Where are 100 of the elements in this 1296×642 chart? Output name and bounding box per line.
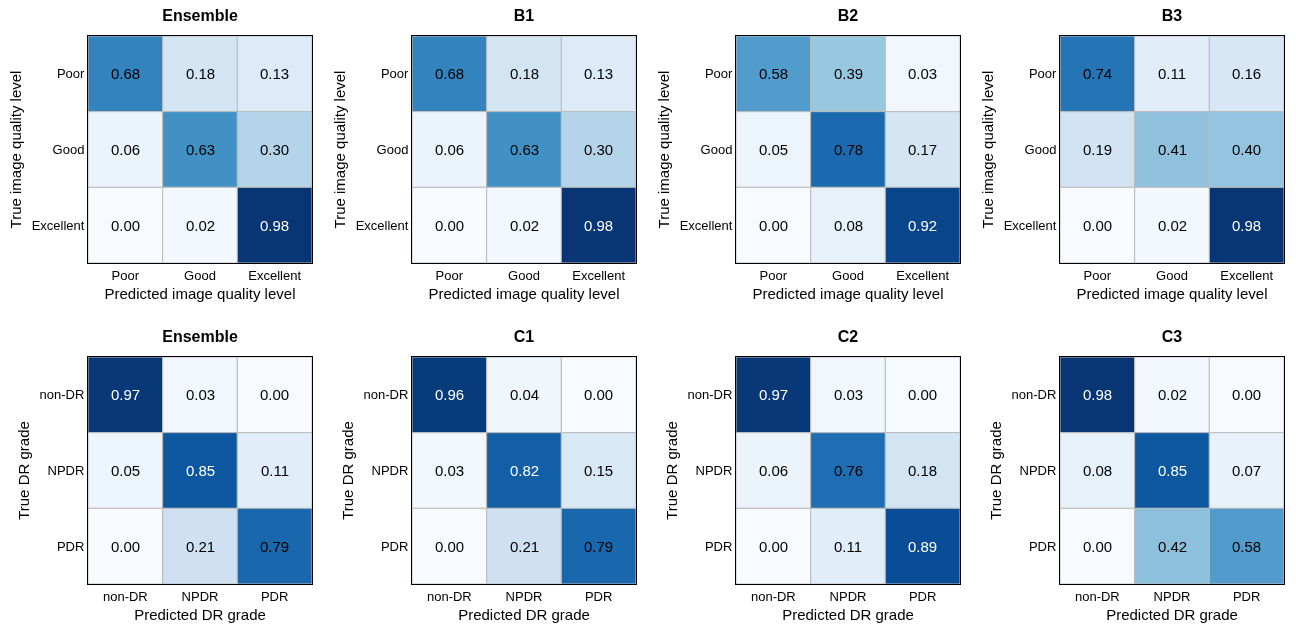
y-axis-title: True DR grade: [338, 421, 356, 520]
y-tick-label: Good: [1024, 142, 1057, 158]
y-axis-title: True image quality level: [654, 70, 672, 229]
data-label: 0.00: [584, 386, 614, 403]
data-label: 0.41: [1158, 141, 1188, 158]
data-label: 0.21: [510, 538, 540, 555]
x-axis-title: Predicted image quality level: [104, 284, 296, 302]
data-label: 0.78: [834, 141, 864, 158]
x-tick-label: Good: [1156, 267, 1188, 283]
y-tick-label: Excellent: [31, 217, 85, 233]
data-label: 0.30: [584, 141, 614, 158]
y-tick-label: Poor: [56, 66, 86, 82]
chart-title: C2: [837, 327, 859, 345]
x-tick-label: NPDR: [505, 588, 543, 604]
data-label: 0.58: [759, 65, 789, 82]
x-tick-label: NPDR: [1153, 588, 1191, 604]
data-label: 0.13: [260, 65, 290, 82]
y-tick-label: PDR: [56, 538, 85, 554]
x-axis-title: Predicted image quality level: [428, 284, 620, 302]
data-label: 0.05: [111, 462, 141, 479]
data-label: 0.00: [759, 217, 789, 234]
data-label: 0.79: [260, 538, 290, 555]
chart-title: Ensemble: [162, 327, 238, 345]
data-label: 0.68: [435, 65, 465, 82]
y-tick-label: Good: [52, 142, 85, 158]
y-tick-label: non-DR: [39, 387, 85, 403]
chart-title: B3: [1161, 6, 1183, 24]
data-label: 0.11: [834, 538, 863, 555]
x-axis-title: Predicted DR grade: [1106, 605, 1238, 623]
data-label: 0.05: [759, 141, 789, 158]
data-label: 0.03: [834, 386, 864, 403]
data-label: 0.00: [435, 217, 465, 234]
x-tick-label: Good: [184, 267, 216, 283]
y-axis-title: True image quality level: [330, 70, 348, 229]
y-tick-label: PDR: [380, 538, 409, 554]
x-axis-title: Predicted DR grade: [134, 605, 266, 623]
data-label: 0.97: [111, 386, 141, 403]
y-tick-label: non-DR: [363, 387, 409, 403]
x-tick-label: Good: [508, 267, 540, 283]
y-tick-label: non-DR: [1011, 387, 1057, 403]
data-label: 0.15: [584, 462, 614, 479]
data-label: 0.03: [908, 65, 938, 82]
data-label: 0.08: [834, 217, 864, 234]
data-label: 0.03: [435, 462, 465, 479]
data-label: 0.02: [1158, 217, 1188, 234]
data-label: 0.98: [584, 217, 614, 234]
x-tick-label: non-DR: [102, 588, 148, 604]
data-label: 0.07: [1232, 462, 1262, 479]
data-label: 0.00: [260, 386, 290, 403]
data-label: 0.76: [834, 462, 864, 479]
data-label: 0.19: [1083, 141, 1113, 158]
x-tick-label: Poor: [759, 267, 788, 283]
y-tick-label: Good: [700, 142, 733, 158]
y-axis-title: True image quality level: [978, 70, 996, 229]
y-tick-label: Excellent: [679, 217, 733, 233]
x-tick-label: PDR: [1232, 588, 1261, 604]
y-tick-label: Excellent: [1003, 217, 1057, 233]
x-tick-label: Poor: [1083, 267, 1112, 283]
x-axis-title: Predicted image quality level: [752, 284, 944, 302]
data-label: 0.06: [759, 462, 789, 479]
x-tick-label: Excellent: [896, 267, 950, 283]
data-label: 0.00: [759, 538, 789, 555]
data-label: 0.39: [834, 65, 864, 82]
data-label: 0.98: [1232, 217, 1262, 234]
x-axis-title: Predicted image quality level: [1076, 284, 1268, 302]
data-label: 0.18: [186, 65, 216, 82]
x-tick-label: non-DR: [750, 588, 796, 604]
data-label: 0.85: [1158, 462, 1188, 479]
data-label: 0.08: [1083, 462, 1113, 479]
data-label: 0.63: [510, 141, 540, 158]
chart-title: C1: [513, 327, 535, 345]
data-label: 0.96: [435, 386, 465, 403]
x-tick-label: PDR: [584, 588, 613, 604]
data-label: 0.16: [1232, 65, 1262, 82]
y-axis-title: True DR grade: [986, 421, 1004, 520]
data-label: 0.11: [1158, 65, 1187, 82]
data-label: 0.63: [186, 141, 216, 158]
data-label: 0.00: [435, 538, 465, 555]
x-tick-label: NPDR: [829, 588, 867, 604]
data-label: 0.85: [186, 462, 216, 479]
data-label: 0.06: [435, 141, 465, 158]
data-label: 0.02: [510, 217, 540, 234]
x-tick-label: Excellent: [1220, 267, 1274, 283]
y-tick-label: NPDR: [371, 463, 409, 479]
chart-title: B1: [513, 6, 535, 24]
data-label: 0.06: [111, 141, 141, 158]
y-axis-title: True image quality level: [6, 70, 24, 229]
data-label: 0.00: [111, 217, 141, 234]
data-label: 0.02: [1158, 386, 1188, 403]
data-label: 0.42: [1158, 538, 1188, 555]
chart-title: B2: [837, 6, 859, 24]
data-label: 0.04: [510, 386, 540, 403]
x-tick-label: Poor: [111, 267, 140, 283]
data-label: 0.82: [510, 462, 540, 479]
data-label: 0.00: [908, 386, 938, 403]
data-label: 0.03: [186, 386, 216, 403]
x-tick-label: PDR: [908, 588, 937, 604]
y-tick-label: NPDR: [1019, 463, 1057, 479]
y-axis-title: True DR grade: [14, 421, 32, 520]
y-tick-label: non-DR: [687, 387, 733, 403]
